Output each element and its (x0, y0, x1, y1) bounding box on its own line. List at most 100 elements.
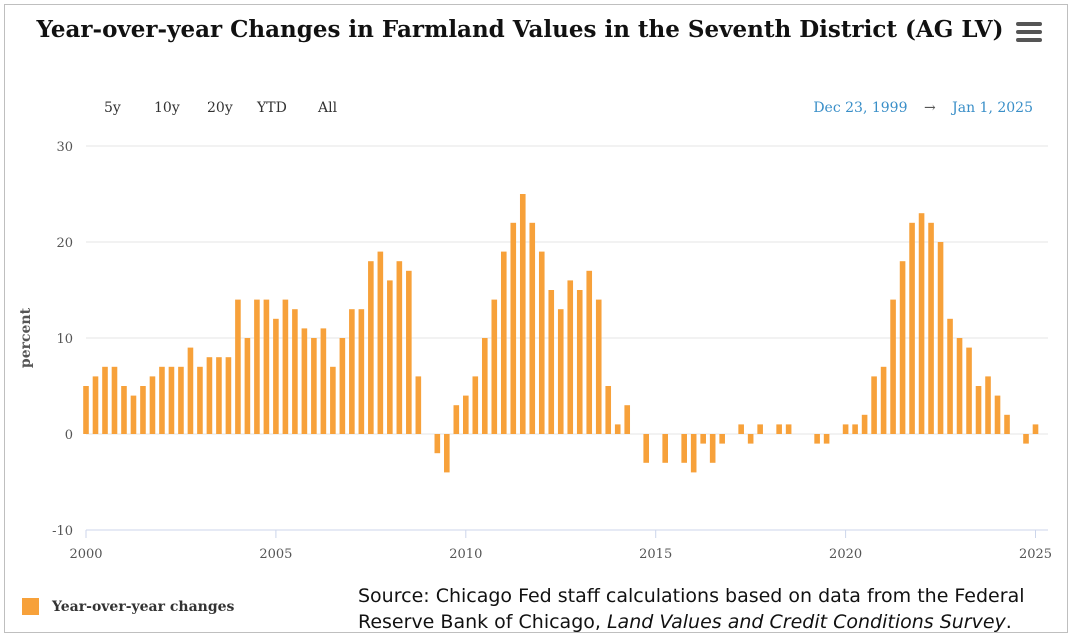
bar (377, 251, 384, 434)
bar (244, 338, 251, 434)
bar (614, 424, 621, 434)
bar (557, 309, 564, 434)
source-survey-name: Land Values and Credit Conditions Survey (606, 611, 1006, 633)
bar (292, 309, 298, 434)
bar (83, 386, 89, 434)
bar (576, 290, 583, 434)
bar (662, 434, 668, 463)
bar (747, 434, 754, 444)
bar (700, 434, 706, 444)
bar (624, 405, 631, 434)
bar (301, 328, 308, 434)
bar (216, 357, 222, 434)
date-from-input[interactable]: Dec 23, 1999 (813, 100, 908, 116)
bar (947, 318, 953, 434)
bar (491, 299, 498, 434)
bar (842, 424, 849, 434)
bar (823, 434, 830, 444)
bar (111, 366, 118, 434)
bar (311, 338, 317, 434)
bar (776, 424, 782, 434)
legend-label: Year-over-year changes (52, 598, 235, 615)
range-button-20y[interactable]: 20y (207, 100, 233, 116)
bar (956, 338, 963, 434)
bar (463, 395, 469, 434)
legend-item[interactable]: Year-over-year changes (22, 598, 234, 615)
y-tick-label: 30 (56, 140, 73, 155)
bar (263, 299, 270, 434)
bar (966, 347, 972, 434)
bar (254, 299, 260, 434)
bar (709, 434, 716, 463)
bar (235, 299, 241, 434)
x-tick-label: 2025 (1019, 547, 1052, 562)
x-tick-label: 2015 (639, 547, 672, 562)
bar (159, 366, 165, 434)
bar (861, 414, 868, 434)
bar (187, 347, 194, 434)
bar (529, 222, 536, 434)
bar (690, 434, 697, 473)
x-tick-label: 2005 (259, 547, 292, 562)
bar (937, 242, 944, 434)
date-to-input[interactable]: Jan 1, 2025 (952, 100, 1033, 116)
bar (273, 318, 279, 434)
bar (149, 376, 156, 434)
chart-title: Year-over-year Changes in Farmland Value… (36, 16, 1004, 43)
bar (453, 405, 460, 434)
range-button-10y[interactable]: 10y (154, 100, 180, 116)
bar (320, 328, 327, 434)
bar (415, 376, 422, 434)
bar (852, 424, 858, 434)
bar (757, 424, 763, 434)
bar (481, 338, 488, 434)
bar (206, 357, 213, 434)
y-tick-label: 10 (56, 332, 73, 347)
bar (444, 434, 450, 473)
bar (595, 299, 602, 434)
bar (785, 424, 792, 434)
bar (92, 376, 99, 434)
source-prefix: Source: Chicago Fed staff calculations b… (358, 585, 1025, 633)
bar (168, 366, 175, 434)
bar (538, 251, 545, 434)
bar (140, 386, 146, 434)
bar (330, 366, 336, 434)
bar (102, 366, 108, 434)
bar (880, 366, 887, 434)
range-button-ytd[interactable]: YTD (257, 100, 287, 116)
bar (121, 386, 127, 434)
bar (368, 261, 374, 434)
bar (406, 270, 412, 434)
bar (130, 395, 137, 434)
bar (918, 213, 925, 434)
bar (358, 309, 365, 434)
bar (567, 280, 574, 434)
y-tick-label: -10 (52, 524, 73, 539)
hamburger-menu-icon[interactable] (1016, 22, 1042, 44)
bar (1032, 424, 1039, 434)
legend-swatch (22, 598, 39, 615)
bar (225, 357, 232, 434)
bar (178, 366, 184, 434)
bar (975, 386, 982, 434)
bar (605, 386, 612, 434)
bar (681, 434, 687, 463)
bar (510, 222, 517, 434)
bar (197, 366, 203, 434)
bar (899, 261, 906, 434)
bar (434, 434, 441, 454)
bar (339, 338, 346, 434)
bar (387, 280, 393, 434)
date-range: Dec 23, 1999 → Jan 1, 2025 (807, 100, 1039, 116)
bar (586, 270, 593, 434)
x-tick-label: 2020 (829, 547, 862, 562)
bar (719, 434, 725, 444)
bar (643, 434, 650, 463)
range-button-all[interactable]: All (318, 100, 338, 116)
bar (1023, 434, 1029, 444)
x-tick-label: 2000 (69, 547, 102, 562)
range-button-5y[interactable]: 5y (104, 100, 121, 116)
x-tick-label: 2010 (449, 547, 482, 562)
